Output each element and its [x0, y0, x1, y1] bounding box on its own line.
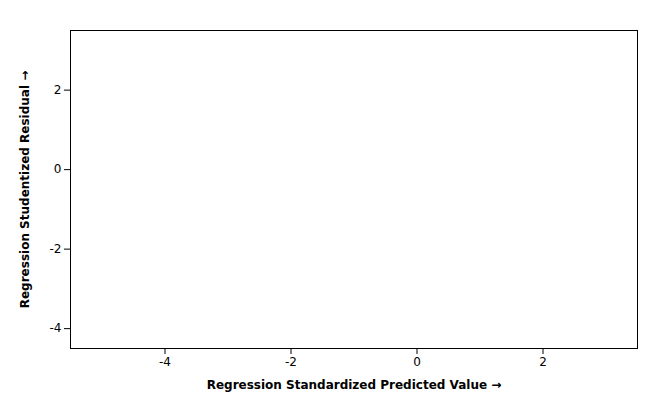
svg-text:-4: -4 — [159, 355, 171, 369]
svg-text:Regression Studentized Residua: Regression Studentized Residual → — [18, 71, 32, 309]
svg-text:-2: -2 — [50, 242, 62, 256]
svg-text:2: 2 — [539, 355, 547, 369]
svg-text:-4: -4 — [50, 321, 62, 335]
svg-text:0: 0 — [413, 355, 421, 369]
svg-text:2: 2 — [54, 83, 62, 97]
svg-text:Regression Standardized Predic: Regression Standardized Predicted Value … — [207, 378, 502, 392]
svg-text:0: 0 — [54, 162, 62, 176]
svg-text:-2: -2 — [285, 355, 297, 369]
